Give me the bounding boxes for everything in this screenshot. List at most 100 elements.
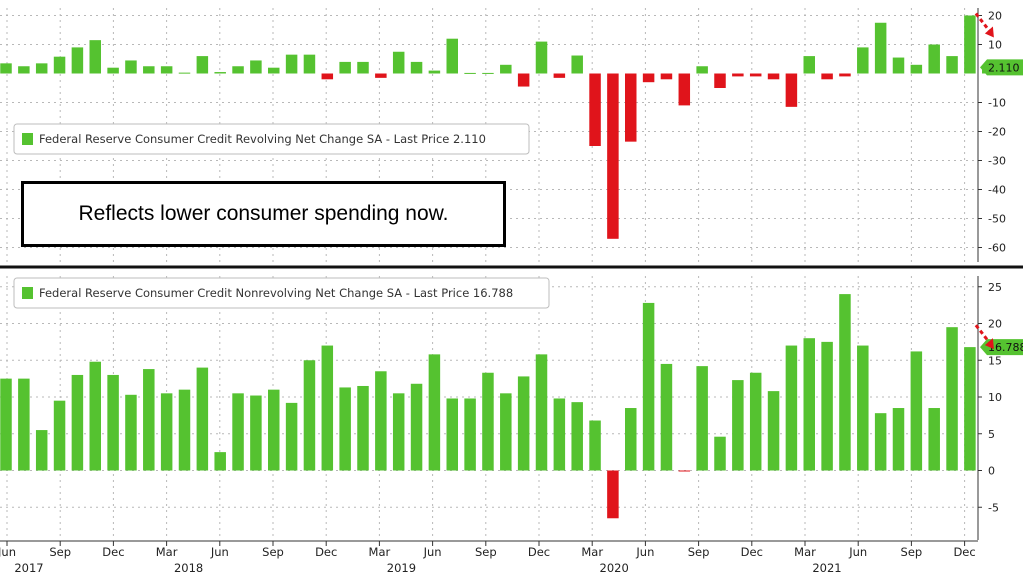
x-tick-label: Dec bbox=[102, 545, 124, 559]
revolving-bar bbox=[35, 63, 48, 74]
nonrevolving-bar bbox=[53, 400, 66, 471]
revolving-bar bbox=[607, 73, 619, 239]
revolving-bar bbox=[732, 73, 744, 77]
nonrevolving-bar bbox=[696, 366, 708, 471]
revolving-bar bbox=[589, 73, 601, 146]
nonrevolving-bar bbox=[357, 385, 369, 471]
revolving-bar bbox=[535, 41, 548, 74]
revolving-bar bbox=[500, 64, 512, 74]
revolving-bar bbox=[339, 61, 351, 74]
revolving-bar bbox=[143, 66, 155, 74]
nonrevolving-bar bbox=[642, 302, 655, 471]
nonrevolving-bar bbox=[178, 389, 191, 471]
nonrevolving-bar bbox=[125, 394, 137, 471]
nonrevolving-bar bbox=[857, 345, 869, 471]
revolving-legend-swatch bbox=[22, 133, 33, 145]
revolving-ytick-label: -10 bbox=[988, 97, 1006, 110]
revolving-bar bbox=[357, 61, 369, 74]
annotation-box: Reflects lower consumer spending now. bbox=[21, 181, 506, 247]
revolving-bar bbox=[571, 55, 583, 74]
revolving-trend-arrow-head bbox=[984, 26, 994, 38]
revolving-bar bbox=[214, 72, 226, 74]
nonrevolving-bar bbox=[232, 393, 244, 471]
x-tick-label: Jun bbox=[635, 545, 654, 559]
nonrevolving-bar bbox=[589, 420, 601, 471]
revolving-bar bbox=[178, 72, 191, 74]
nonrevolving-bar bbox=[803, 338, 815, 471]
nonrevolving-bar bbox=[107, 374, 119, 471]
nonrevolving-bar bbox=[839, 294, 851, 471]
nonrevolving-bar bbox=[482, 372, 494, 471]
revolving-bar bbox=[0, 63, 12, 74]
revolving-ytick-label: -20 bbox=[988, 126, 1006, 139]
x-tick-label: Mar bbox=[794, 545, 816, 559]
revolving-bar bbox=[107, 67, 119, 74]
nonrevolving-bar bbox=[18, 378, 30, 471]
revolving-ytick-label: -40 bbox=[988, 184, 1006, 197]
nonrevolving-bar bbox=[767, 391, 780, 471]
revolving-bar bbox=[268, 67, 280, 74]
nonrevolving-bar bbox=[964, 347, 976, 471]
revolving-bar bbox=[196, 56, 209, 74]
nonrevolving-bar bbox=[0, 378, 12, 471]
x-year-label: 2018 bbox=[174, 561, 203, 575]
revolving-bar bbox=[892, 57, 905, 74]
revolving-bar bbox=[785, 73, 798, 107]
nonrevolving-bar bbox=[35, 430, 48, 471]
x-year-label: 2021 bbox=[812, 561, 841, 575]
revolving-bar bbox=[625, 73, 637, 142]
revolving-bar bbox=[71, 47, 84, 74]
nonrevolving-bar bbox=[535, 354, 548, 471]
x-tick-label: Dec bbox=[315, 545, 337, 559]
x-tick-label: Sep bbox=[901, 545, 923, 559]
revolving-bar bbox=[125, 60, 137, 74]
revolving-bar bbox=[803, 56, 815, 74]
revolving-bar bbox=[160, 66, 173, 74]
revolving-bar bbox=[749, 73, 762, 77]
revolving-bar bbox=[375, 73, 387, 78]
nonrevolving-bar bbox=[910, 351, 923, 471]
revolving-legend-label: Federal Reserve Consumer Credit Revolvin… bbox=[39, 132, 486, 146]
nonrevolving-ytick-label: 20 bbox=[988, 318, 1002, 331]
revolving-bar bbox=[250, 60, 262, 74]
nonrevolving-bar bbox=[553, 398, 566, 471]
nonrevolving-ytick-label: -5 bbox=[988, 501, 999, 514]
revolving-bar bbox=[285, 54, 298, 74]
nonrevolving-bar bbox=[196, 367, 209, 471]
x-tick-label: Dec bbox=[528, 545, 550, 559]
nonrevolving-bar bbox=[500, 393, 512, 471]
nonrevolving-ytick-label: 0 bbox=[988, 465, 995, 478]
x-tick-label: Jun bbox=[210, 545, 229, 559]
nonrevolving-bar bbox=[714, 436, 726, 471]
revolving-bar bbox=[553, 73, 566, 78]
nonrevolving-trend-arrow-head bbox=[984, 338, 994, 350]
nonrevolving-ytick-label: 15 bbox=[988, 354, 1002, 367]
nonrevolving-bar bbox=[446, 398, 458, 471]
nonrevolving-legend-box bbox=[13, 277, 550, 309]
revolving-bar bbox=[18, 66, 30, 74]
nonrevolving-bar bbox=[250, 395, 262, 471]
nonrevolving-bar bbox=[785, 345, 798, 471]
revolving-bar bbox=[660, 73, 673, 80]
nonrevolving-bar bbox=[339, 387, 351, 471]
revolving-last-value-label: 2.110 bbox=[988, 61, 1020, 74]
nonrevolving-last-value-label: 16.788 bbox=[988, 341, 1023, 354]
nonrevolving-bar bbox=[749, 372, 762, 471]
nonrevolving-ytick-label: 25 bbox=[988, 281, 1002, 294]
revolving-bar bbox=[714, 73, 726, 88]
nonrevolving-bar bbox=[464, 398, 476, 471]
revolving-ytick-label: -60 bbox=[988, 242, 1006, 255]
revolving-bar bbox=[928, 44, 940, 74]
x-tick-label: Sep bbox=[49, 545, 71, 559]
x-tick-label: Jun bbox=[848, 545, 867, 559]
nonrevolving-bar bbox=[821, 341, 833, 471]
revolving-bar bbox=[839, 73, 851, 77]
revolving-bar bbox=[53, 56, 66, 74]
revolving-bar bbox=[410, 61, 423, 74]
revolving-bar bbox=[910, 64, 923, 74]
nonrevolving-bar bbox=[625, 408, 637, 471]
revolving-ytick-label: 20 bbox=[988, 10, 1002, 23]
revolving-bar bbox=[517, 73, 530, 87]
x-tick-label: Sep bbox=[262, 545, 284, 559]
